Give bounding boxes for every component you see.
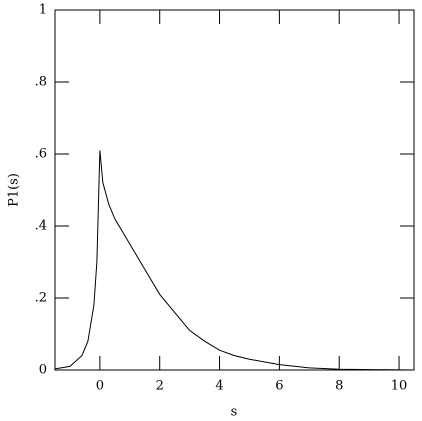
x-tick-label: 4 xyxy=(215,379,223,394)
x-tick-label: 2 xyxy=(156,379,164,394)
plot-frame xyxy=(54,9,415,371)
x-tick-label: 0 xyxy=(96,379,104,394)
x-axis-label: s xyxy=(231,405,238,420)
x-tick-label: 8 xyxy=(335,379,343,394)
y-axis-label: P1(s) xyxy=(7,173,22,207)
y-tick-label: .8 xyxy=(35,75,47,90)
data-line xyxy=(54,150,415,371)
x-tick-label: 6 xyxy=(275,379,283,394)
y-tick-label: .2 xyxy=(35,291,47,306)
y-tick-label: 0 xyxy=(39,363,47,378)
y-tick-label: 1 xyxy=(39,3,47,18)
y-tick-label: .4 xyxy=(35,219,47,234)
y-tick-label: .6 xyxy=(35,147,47,162)
x-tick-label: 10 xyxy=(391,379,408,394)
